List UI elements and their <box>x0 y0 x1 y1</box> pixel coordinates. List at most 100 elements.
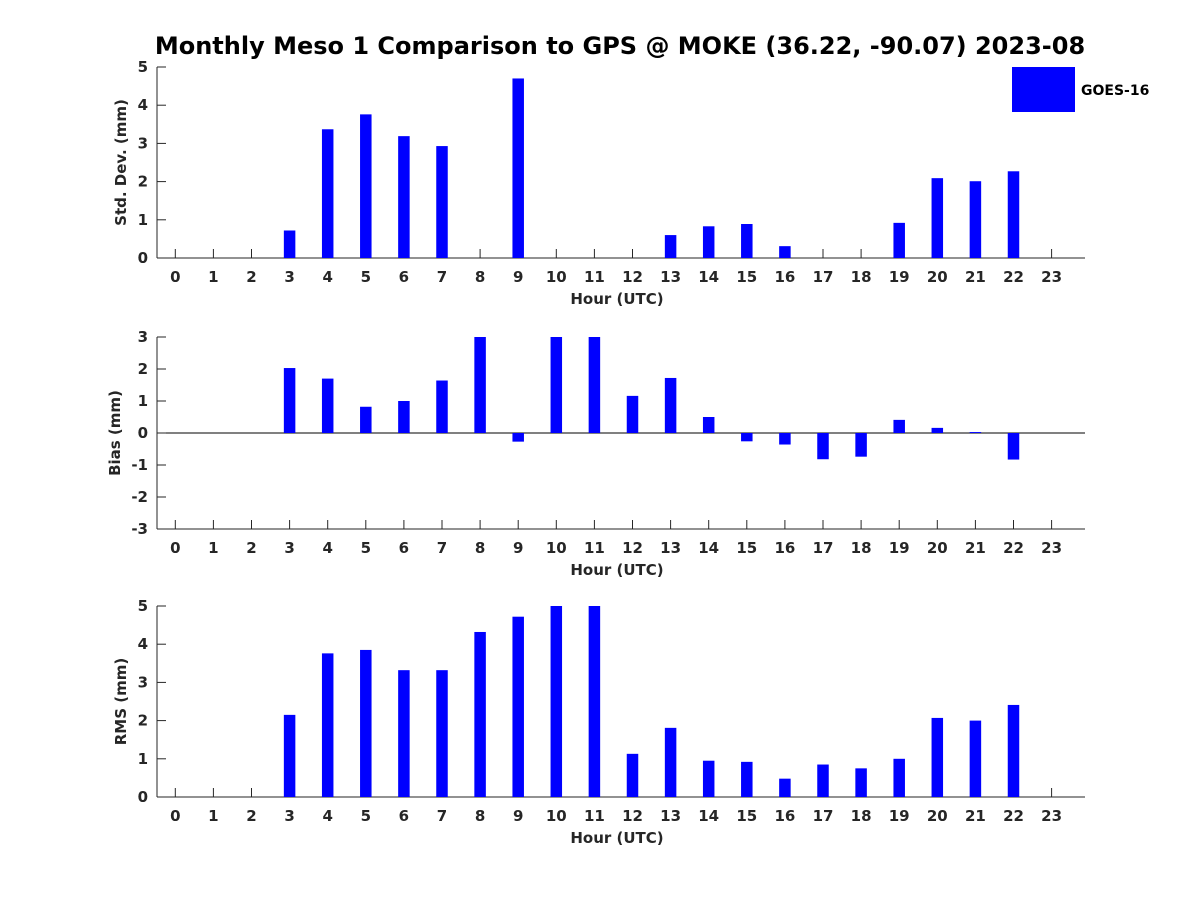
bias-x-tick-label: 0 <box>170 539 180 557</box>
chart-title: Monthly Meso 1 Comparison to GPS @ MOKE … <box>155 32 1085 60</box>
std-dev-bar <box>360 114 372 258</box>
std-dev-x-tick-label: 17 <box>813 268 834 286</box>
std-dev-x-tick-label: 1 <box>208 268 218 286</box>
rms-x-tick-label: 13 <box>660 807 681 825</box>
std-dev-bar <box>398 136 410 258</box>
rms-bar <box>398 670 410 797</box>
bias-bar <box>283 368 296 433</box>
rms-x-tick-label: 9 <box>513 807 523 825</box>
rms-x-tick-label: 1 <box>208 807 218 825</box>
rms-x-tick-label: 15 <box>736 807 757 825</box>
rms-y-axis-label: RMS (mm) <box>112 658 130 745</box>
bias-x-tick-label: 10 <box>546 539 567 557</box>
rms-y-tick-label: 4 <box>138 635 148 653</box>
std-dev-x-tick-label: 10 <box>546 268 567 286</box>
rms-x-tick-label: 7 <box>437 807 447 825</box>
std-dev-x-tick-label: 5 <box>361 268 371 286</box>
legend-label: GOES-16 <box>1081 83 1149 99</box>
std-dev-x-tick-label: 15 <box>736 268 757 286</box>
bias-y-axis-label: Bias (mm) <box>106 390 124 476</box>
std-dev-x-tick-label: 23 <box>1041 268 1062 286</box>
rms-x-tick-label: 11 <box>584 807 605 825</box>
bias-bar <box>855 433 867 457</box>
std-dev-x-tick-label: 3 <box>284 268 294 286</box>
bias-bar <box>969 432 982 433</box>
std-dev-x-tick-label: 12 <box>622 268 643 286</box>
bias-bar <box>626 395 639 433</box>
rms-bar <box>779 778 791 797</box>
std-dev-y-tick-label: 5 <box>138 58 148 76</box>
bias-x-tick-label: 5 <box>361 539 371 557</box>
std-dev-bar <box>283 230 296 258</box>
rms-bar <box>360 649 372 797</box>
std-dev-y-tick-label: 0 <box>138 249 148 267</box>
bias-bar <box>817 433 829 460</box>
rms-bar <box>626 753 639 797</box>
std-dev-bar <box>702 226 715 258</box>
bias-bar <box>550 337 563 433</box>
rms-x-tick-label: 5 <box>361 807 371 825</box>
rms-bar <box>702 760 715 797</box>
std-dev-x-tick-label: 11 <box>584 268 605 286</box>
bias-x-tick-label: 11 <box>584 539 605 557</box>
bias-bar <box>741 433 753 442</box>
bias-x-tick-label: 17 <box>813 539 834 557</box>
rms-x-tick-label: 14 <box>698 807 719 825</box>
rms-bar <box>664 727 677 797</box>
std-dev-x-tick-label: 4 <box>322 268 332 286</box>
std-dev-x-tick-label: 7 <box>437 268 447 286</box>
rms-x-tick-label: 22 <box>1003 807 1024 825</box>
bias-x-tick-label: 19 <box>889 539 910 557</box>
std-dev-x-tick-label: 22 <box>1003 268 1024 286</box>
rms-y-tick-label: 3 <box>138 673 148 691</box>
rms-bar <box>321 653 334 797</box>
bias-bar <box>474 337 486 433</box>
rms-bar <box>474 631 486 797</box>
rms-bar <box>969 720 982 797</box>
std-dev-bar <box>436 146 448 258</box>
std-dev-y-tick-label: 2 <box>138 173 148 191</box>
bias-x-tick-label: 21 <box>965 539 986 557</box>
bias-x-tick-label: 7 <box>437 539 447 557</box>
bias-x-tick-label: 9 <box>513 539 523 557</box>
bias-x-tick-label: 18 <box>851 539 872 557</box>
rms-x-tick-label: 18 <box>851 807 872 825</box>
rms-x-tick-label: 6 <box>399 807 409 825</box>
bias-bar <box>321 378 334 433</box>
bias-bar <box>360 406 372 433</box>
rms-x-tick-label: 3 <box>284 807 294 825</box>
std-dev-y-tick-label: 4 <box>138 96 148 114</box>
rms-y-tick-label: 5 <box>138 597 148 615</box>
bias-x-tick-label: 20 <box>927 539 948 557</box>
bias-bar <box>588 337 601 433</box>
rms-x-tick-label: 12 <box>622 807 643 825</box>
std-dev-y-tick-label: 3 <box>138 134 148 152</box>
std-dev-bar <box>931 178 944 258</box>
bias-x-tick-label: 1 <box>208 539 218 557</box>
bias-x-tick-label: 16 <box>774 539 795 557</box>
std-dev-x-tick-label: 19 <box>889 268 910 286</box>
std-dev-x-tick-label: 18 <box>851 268 872 286</box>
bias-y-tick-label: 0 <box>138 424 148 442</box>
rms-bar <box>588 606 601 797</box>
std-dev-bar <box>741 224 753 258</box>
bias-bar <box>893 419 905 433</box>
std-dev-x-tick-label: 2 <box>246 268 256 286</box>
rms-x-tick-label: 8 <box>475 807 485 825</box>
rms-x-tick-label: 20 <box>927 807 948 825</box>
bias-x-tick-label: 6 <box>399 539 409 557</box>
rms-bar <box>1007 704 1020 797</box>
std-dev-bar <box>321 129 334 258</box>
std-dev-x-tick-label: 6 <box>399 268 409 286</box>
std-dev-y-tick-label: 1 <box>138 211 148 229</box>
rms-x-tick-label: 17 <box>813 807 834 825</box>
rms-x-tick-label: 21 <box>965 807 986 825</box>
std-dev-x-tick-label: 8 <box>475 268 485 286</box>
rms-x-axis-label: Hour (UTC) <box>570 829 663 847</box>
bias-x-tick-label: 4 <box>322 539 332 557</box>
bias-bar <box>1007 433 1020 460</box>
